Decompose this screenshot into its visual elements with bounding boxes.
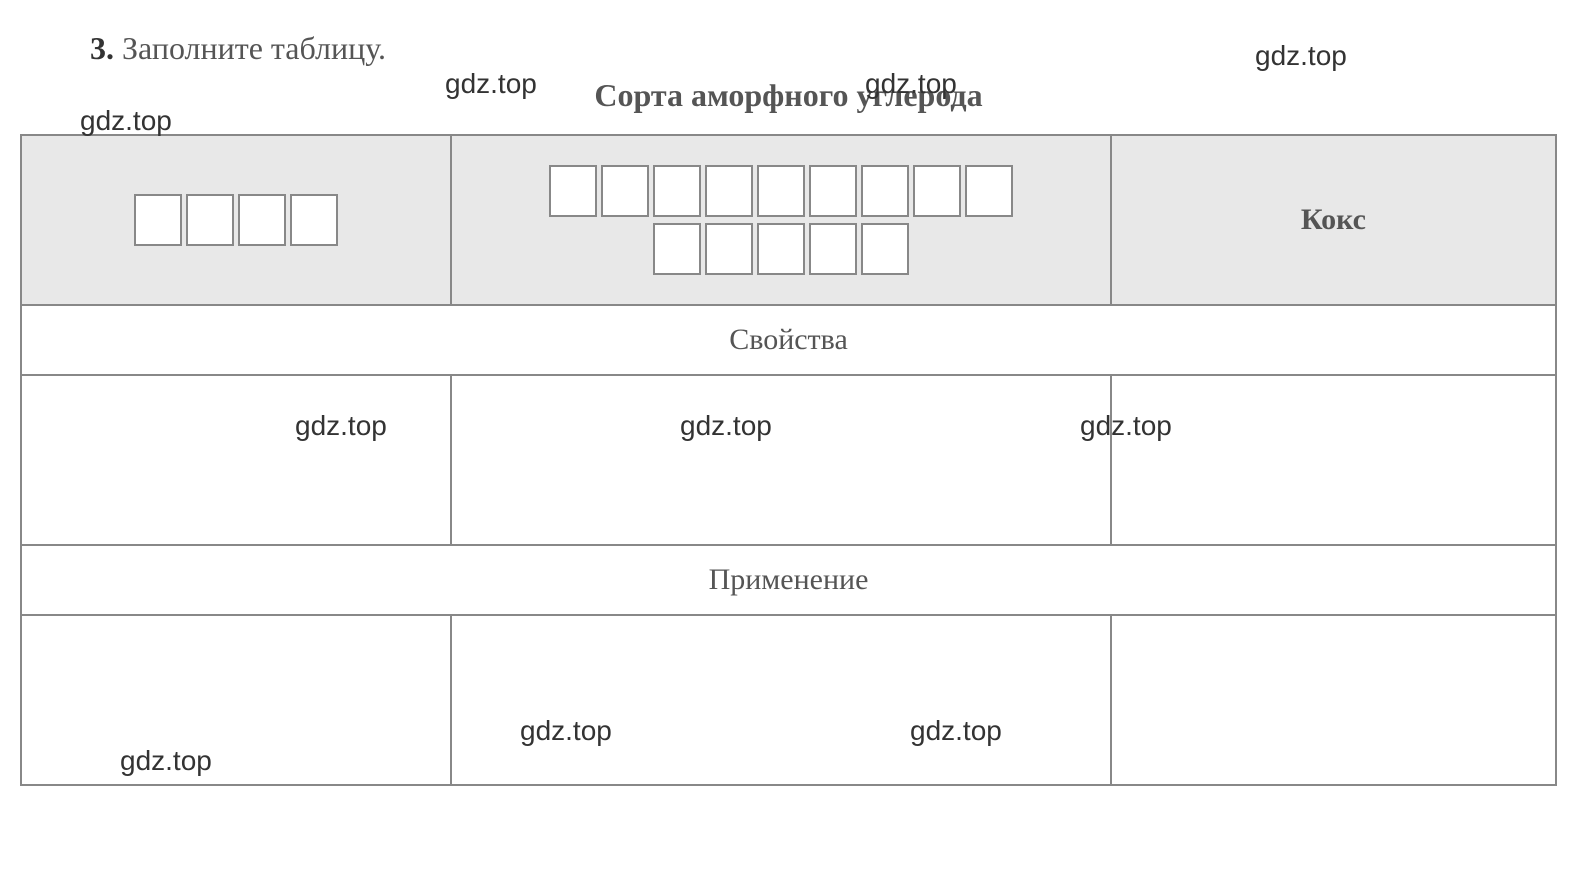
properties-cell-1[interactable] — [21, 375, 451, 545]
watermark: gdz.top — [1080, 410, 1172, 442]
boxes-group-2 — [452, 136, 1110, 304]
letter-box[interactable] — [809, 165, 857, 217]
watermark: gdz.top — [520, 715, 612, 747]
watermark: gdz.top — [80, 105, 172, 137]
letter-box[interactable] — [290, 194, 338, 246]
letter-box[interactable] — [549, 165, 597, 217]
letter-box[interactable] — [705, 223, 753, 275]
properties-content-row — [21, 375, 1556, 545]
letter-box[interactable] — [809, 223, 857, 275]
application-cell-3[interactable] — [1111, 615, 1556, 785]
main-table: Кокс Свойства Применение — [20, 134, 1557, 786]
properties-cell-2[interactable] — [451, 375, 1111, 545]
box-line — [653, 223, 909, 275]
application-cell-2[interactable] — [451, 615, 1111, 785]
letter-box[interactable] — [705, 165, 753, 217]
section-label-application: Применение — [21, 545, 1556, 615]
letter-box[interactable] — [134, 194, 182, 246]
box-line — [134, 194, 338, 246]
letter-box[interactable] — [757, 165, 805, 217]
watermark: gdz.top — [865, 68, 957, 100]
letter-box[interactable] — [238, 194, 286, 246]
letter-box[interactable] — [861, 165, 909, 217]
watermark: gdz.top — [680, 410, 772, 442]
application-content-row — [21, 615, 1556, 785]
section-label-row-2: Применение — [21, 545, 1556, 615]
section-label-properties: Свойства — [21, 305, 1556, 375]
letter-box[interactable] — [601, 165, 649, 217]
box-line — [549, 165, 1013, 217]
letter-box[interactable] — [653, 165, 701, 217]
instruction-number: 3. — [90, 30, 114, 66]
letter-box[interactable] — [186, 194, 234, 246]
table-title: Сорта аморфного углерода — [20, 77, 1557, 114]
letter-box[interactable] — [965, 165, 1013, 217]
letter-box[interactable] — [653, 223, 701, 275]
letter-box[interactable] — [757, 223, 805, 275]
section-label-row-1: Свойства — [21, 305, 1556, 375]
application-cell-1[interactable] — [21, 615, 451, 785]
watermark: gdz.top — [1255, 40, 1347, 72]
letter-box[interactable] — [913, 165, 961, 217]
instruction-text: Заполните таблицу. — [122, 30, 386, 66]
letter-box[interactable] — [861, 223, 909, 275]
header-cell-2 — [451, 135, 1111, 305]
watermark: gdz.top — [295, 410, 387, 442]
watermark: gdz.top — [910, 715, 1002, 747]
header-cell-1 — [21, 135, 451, 305]
table-header-row: Кокс — [21, 135, 1556, 305]
boxes-group-1 — [22, 136, 450, 304]
watermark: gdz.top — [120, 745, 212, 777]
header-cell-3: Кокс — [1111, 135, 1556, 305]
header-label-3: Кокс — [1301, 203, 1366, 236]
watermark: gdz.top — [445, 68, 537, 100]
properties-cell-3[interactable] — [1111, 375, 1556, 545]
